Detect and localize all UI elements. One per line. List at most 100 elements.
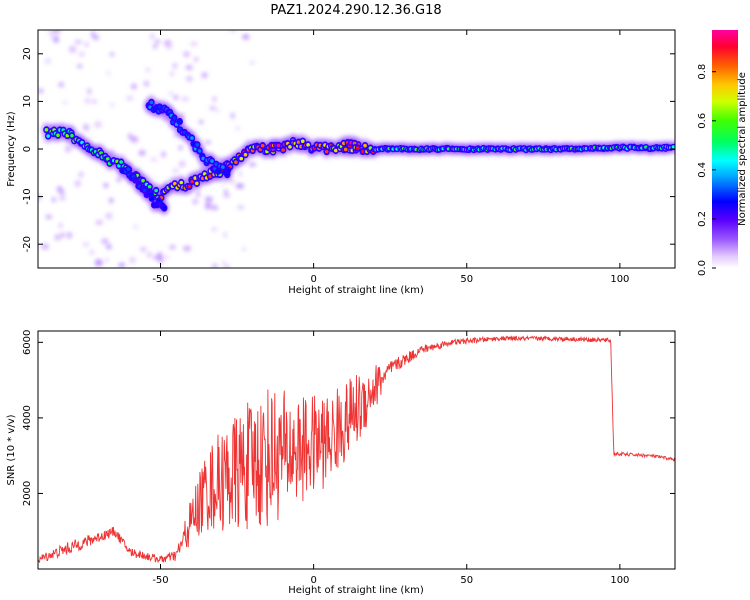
spectrogram-noise (164, 255, 170, 260)
spectrogram-cell-peak (260, 143, 265, 148)
spectrogram-noise (79, 171, 84, 178)
snr-x-axis-label: Height of straight line (km) (288, 585, 424, 596)
spectrogram-cell-peak (306, 142, 310, 147)
spectrogram-noise (190, 41, 198, 47)
spectrogram-noise (53, 36, 59, 43)
spectrogram-noise (223, 192, 230, 198)
spectrogram-cell-peak (195, 142, 200, 147)
spectrogram-cell-peak (216, 169, 221, 174)
spectrogram-noise (44, 58, 52, 64)
spectrogram-x-tick-label: 0 (310, 274, 316, 285)
spectrogram-noise (202, 72, 208, 79)
spectrogram-noise (91, 31, 96, 37)
spectrogram-noise (108, 149, 115, 157)
spectrogram-noise (165, 44, 173, 50)
spectrogram-noise (63, 100, 67, 105)
spectrogram-cell-peak (56, 133, 60, 138)
spectrogram-noise (59, 196, 66, 201)
spectrogram-noise (68, 46, 77, 53)
snr-series-line (38, 334, 675, 564)
snr-x-tick-label: 100 (610, 575, 629, 586)
spectrogram-x-tick-label: -50 (152, 274, 168, 285)
spectrogram-y-axis-label: Frequency (Hz) (6, 111, 17, 187)
spectrogram-noise (103, 182, 109, 188)
spectrogram-noise (221, 179, 228, 184)
spectrogram-noise (129, 256, 136, 264)
spectrogram-cell-peak (239, 156, 244, 161)
spectrogram-noise (150, 157, 158, 162)
spectrogram-noise (181, 97, 189, 101)
snr-x-ticks: -50 0 50 100 (152, 331, 629, 586)
spectrogram-noise (116, 177, 122, 183)
spectrogram-noise (204, 196, 213, 203)
spectrogram-y-tick-label: 20 (22, 47, 33, 60)
spectrogram-noise (196, 191, 201, 197)
spectrogram-cell-peak (149, 100, 154, 105)
spectrogram-heatmap (38, 30, 675, 268)
spectrogram-noise (224, 264, 230, 268)
spectrogram-cell-peak (141, 178, 145, 183)
spectrogram-cell-peak (150, 196, 154, 201)
spectrogram-cell-peak (126, 167, 131, 171)
spectrogram-cell-peak (243, 152, 248, 157)
snr-y-tick-label: 6000 (22, 330, 33, 355)
spectrogram-noise (183, 245, 192, 252)
spectrogram-cell-peak (208, 174, 212, 179)
spectrogram-cell-peak (333, 148, 338, 153)
spectrogram-noise (178, 160, 186, 167)
spectrogram-noise (173, 95, 179, 100)
spectrogram-noise (229, 179, 235, 184)
chart-title: PAZ1.2024.290.12.36.G18 (270, 3, 441, 18)
spectrogram-noise (199, 119, 204, 124)
spectrogram-noise (237, 205, 244, 210)
spectrogram-noise (212, 96, 216, 102)
spectrogram-noise (211, 227, 218, 231)
spectrogram-noise (131, 83, 137, 90)
colorbar: 0.0 0.2 0.4 0.6 0.8 Normalized spectral ampl… (697, 30, 748, 276)
spectrogram-cell-peak (133, 178, 138, 182)
spectrogram-x-axis-label: Height of straight line (km) (288, 285, 424, 296)
spectrogram-noise (186, 75, 193, 82)
snr-y-tick-label: 2000 (22, 481, 33, 506)
spectrogram-noise (83, 123, 90, 131)
colorbar-gradient (712, 30, 738, 268)
spectrogram-cell-peak (187, 184, 192, 189)
spectrogram-noise (138, 149, 146, 157)
spectrogram-noise (92, 35, 100, 40)
spectrogram-cell-peak (355, 146, 360, 150)
spectrogram-cell-peak (363, 143, 367, 148)
spectrogram-noise (106, 71, 111, 75)
spectrogram-noise (110, 52, 115, 57)
spectrogram-cell-peak (234, 160, 238, 164)
snr-y-tick-label: 4000 (22, 405, 33, 430)
spectrogram-noise (185, 65, 193, 70)
spectrogram-noise (56, 185, 63, 193)
colorbar-tick-label: 0.2 (697, 211, 708, 227)
spectrogram-noise (101, 238, 109, 244)
spectrogram-cell-peak (225, 172, 230, 177)
spectrogram-cell-peak (147, 184, 152, 189)
spectrogram-cell-peak (177, 119, 182, 124)
colorbar-label: Normalized spectral amplitude (737, 72, 748, 226)
spectrogram-noise (172, 62, 178, 69)
spectrogram-noise (105, 212, 113, 220)
spectrogram-cell-peak (46, 134, 50, 138)
spectrogram-y-ticks: -20 -10 0 10 20 (22, 47, 675, 252)
snr-x-tick-label: 50 (460, 575, 473, 586)
snr-x-tick-label: 0 (310, 575, 316, 586)
spectrogram-noise (53, 30, 61, 34)
spectrogram-noise (235, 183, 244, 189)
spectrogram-cell-peak (179, 180, 184, 185)
spectrogram-cell-peak (671, 145, 675, 149)
colorbar-ticks: 0.0 0.2 0.4 0.6 0.8 (697, 64, 716, 276)
spectrogram-noise (58, 222, 63, 229)
spectrogram-noise (87, 88, 92, 95)
spectrogram-x-tick-label: 50 (460, 274, 473, 285)
spectrogram-x-tick-label: 100 (610, 274, 629, 285)
spectrogram-cell-peak (288, 145, 292, 149)
spectrogram-noise (84, 41, 89, 48)
spectrogram-noise (222, 259, 226, 267)
spectrogram-noise (212, 263, 218, 268)
spectrogram-noise (85, 97, 90, 104)
colorbar-tick-label: 0.6 (697, 113, 708, 129)
